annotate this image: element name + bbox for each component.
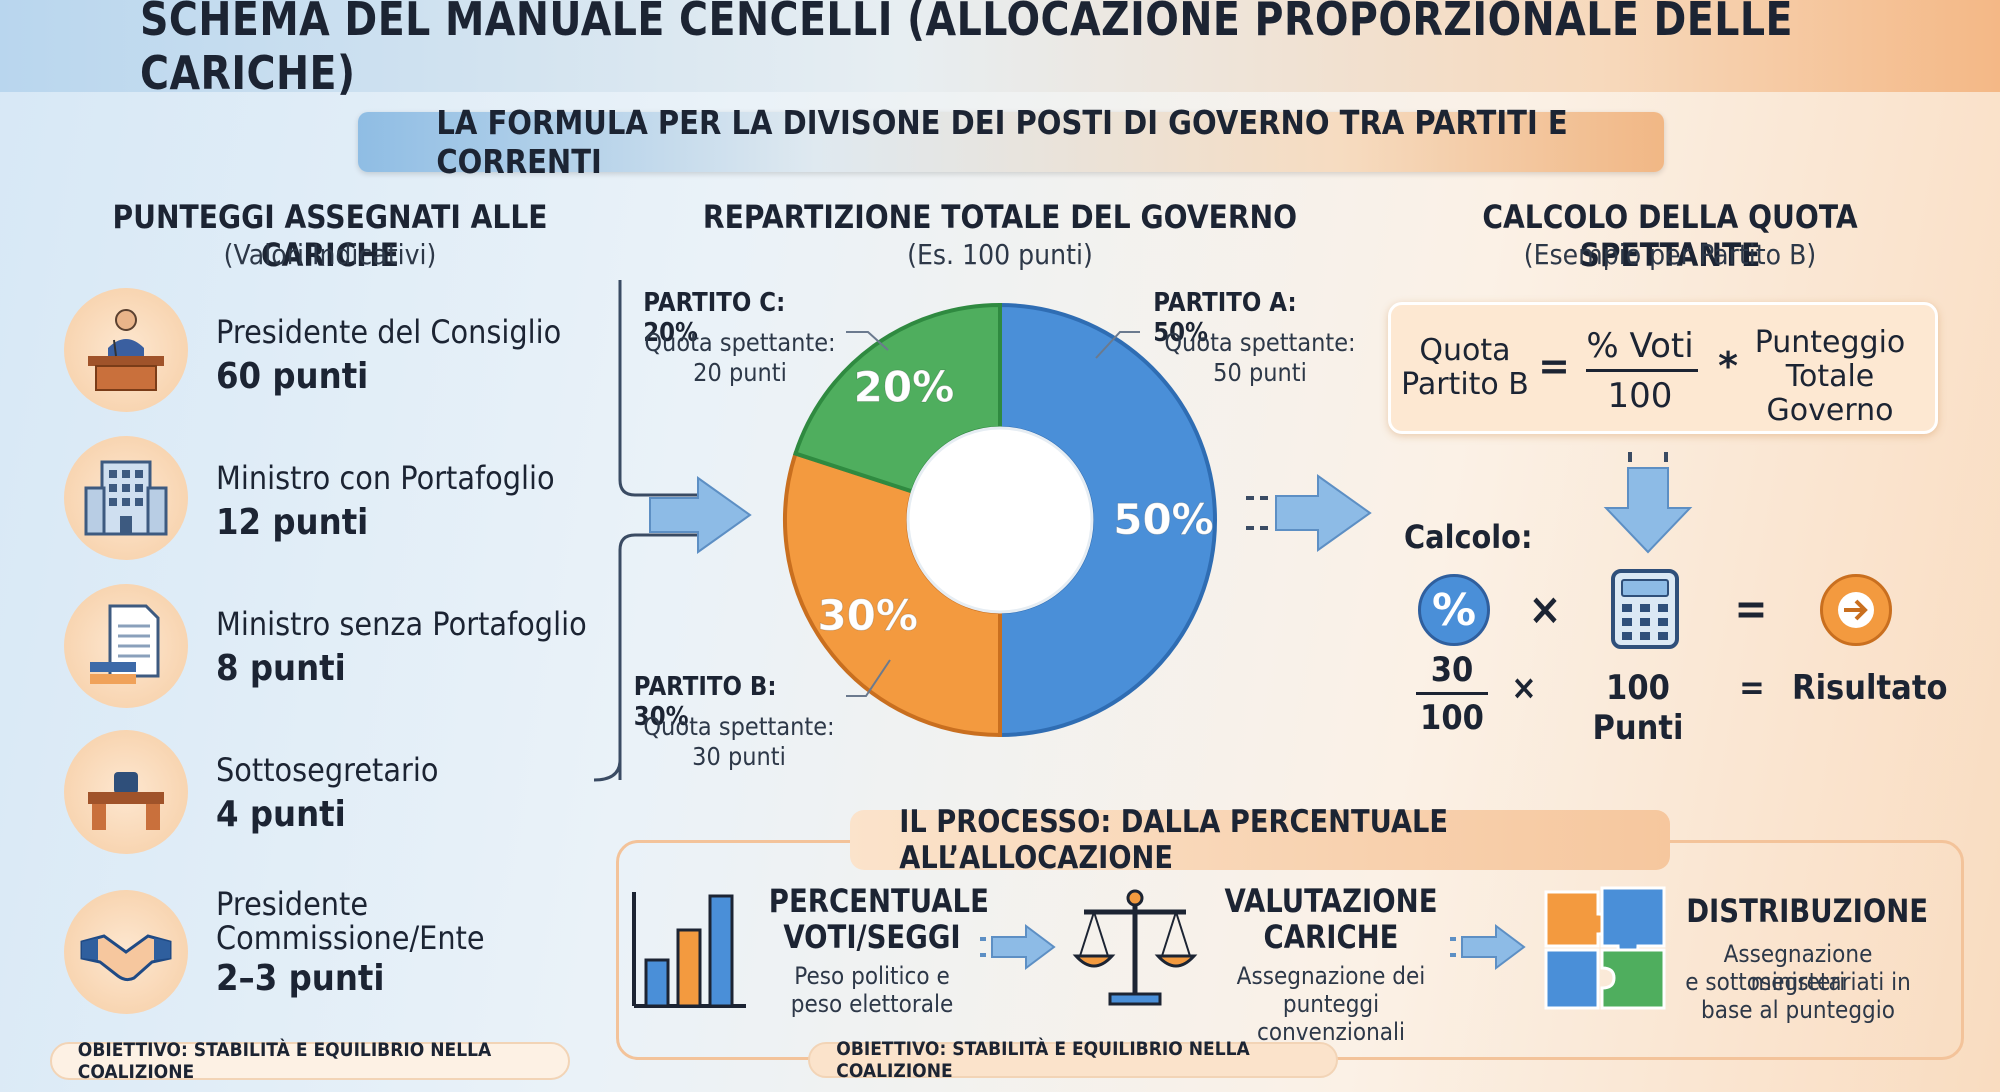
formula-rhs-line1: Punteggio xyxy=(1754,325,1906,360)
scales-icon xyxy=(1070,884,1200,1014)
donut-value-label: 20% xyxy=(854,363,955,412)
step-2-title-line2: CARICHE xyxy=(1263,918,1399,956)
donut-hole xyxy=(906,426,1094,614)
step-3-desc-line1: Assegnazione ministeri xyxy=(1723,940,1873,996)
dashed-arrow xyxy=(1246,474,1372,552)
formula-times: * xyxy=(1718,344,1738,388)
podium-speaker-icon xyxy=(64,288,188,412)
right-column-subtitle: (Esempio per Partito B) xyxy=(1523,238,1817,271)
bar-chart-icon xyxy=(630,884,750,1014)
left-goal-text: OBIETTIVO: STABILITÀ E EQUILIBRIO NELLA … xyxy=(77,1039,492,1083)
left-column-subtitle: (Valori Indicativi) xyxy=(223,238,437,271)
percent-icon: % xyxy=(1418,574,1490,646)
document-icon xyxy=(64,584,188,708)
down-arrow xyxy=(1603,452,1693,554)
formula-fraction-bar xyxy=(1586,369,1698,372)
role-points: 60 punti xyxy=(216,356,369,397)
party-c-quota-label: Quota spettante: xyxy=(644,328,836,357)
handshake-icon xyxy=(64,890,188,1014)
role-points: 2–3 punti xyxy=(216,958,385,999)
page-title: SCHEMA DEL MANUALE CENCELLI (ALLOCAZIONE… xyxy=(140,0,1793,100)
calc-result: Risultato xyxy=(1792,668,1948,708)
step-3-title: DISTRIBUZIONE xyxy=(1686,892,1929,930)
party-a-label: PARTITO A: 50% xyxy=(1153,288,1297,348)
center-column-subtitle: (Es. 100 punti) xyxy=(907,238,1093,271)
party-a-quota-label: Quota spettante: xyxy=(1164,328,1356,357)
party-a-quota-value: 50 punti xyxy=(1213,358,1307,387)
calc-equals-text: = xyxy=(1739,668,1765,708)
calc-equals-symbol: = xyxy=(1734,584,1768,635)
step-3-desc-line2: e sottosegretariati in xyxy=(1685,968,1911,996)
role-points: 4 punti xyxy=(216,794,346,835)
process-goal-pill: OBIETTIVO: STABILITÀ E EQUILIBRIO NELLA … xyxy=(808,1038,1338,1082)
puzzle-icon xyxy=(1540,884,1670,1014)
right-column-title: CALCOLO DELLA QUOTA SPETTANTE xyxy=(1482,198,1858,274)
result-arrow-icon xyxy=(1820,574,1892,646)
party-b-quota-label: Quota spettante: xyxy=(643,712,835,741)
subtitle-banner: LA FORMULA PER LA DIVISONE DEI POSTI DI … xyxy=(358,103,1664,181)
subtitle-text: LA FORMULA PER LA DIVISONE DEI POSTI DI … xyxy=(436,103,1568,181)
role-name: Ministro con Portafoglio xyxy=(216,459,555,497)
formula-rhs-line2: Totale xyxy=(1785,359,1875,394)
calc-times-text: × xyxy=(1511,668,1537,708)
bracket-arrow xyxy=(593,280,752,782)
process-title-pill: IL PROCESSO: DALLA PERCENTUALE ALL’ALLOC… xyxy=(850,804,1670,876)
role-name: Ministro senza Portafoglio xyxy=(216,605,587,643)
party-b-quota-value: 30 punti xyxy=(692,742,786,771)
donut-value-label: 30% xyxy=(817,591,918,640)
party-c-quota-value: 20 punti xyxy=(693,358,787,387)
donut-value-label: 50% xyxy=(1113,495,1214,544)
step-1-desc-line1: Peso politico e xyxy=(794,962,950,990)
header-bar: SCHEMA DEL MANUALE CENCELLI (ALLOCAZIONE… xyxy=(0,0,2000,100)
formula-rhs-line3: Governo xyxy=(1766,393,1894,428)
formula-lhs-line1: Quota xyxy=(1419,333,1511,368)
step-3-desc-line3: base al punteggio xyxy=(1701,996,1895,1024)
donut-chart: 50% 30% 20% xyxy=(783,302,1217,738)
step-1-title-line1: PERCENTUALE xyxy=(768,882,989,920)
calculator-icon xyxy=(1610,568,1680,650)
role-name: Presidente del Consiglio xyxy=(216,313,562,351)
step-2-desc-line1: Assegnazione dei xyxy=(1236,962,1426,990)
formula-denominator: 100 xyxy=(1607,376,1673,416)
step-1-desc-line2: peso elettorale xyxy=(790,990,954,1018)
role-name: Sottosegretario xyxy=(216,751,439,789)
step-1-title-line2: VOTI/SEGGI xyxy=(783,918,961,956)
process-goal-text: OBIETTIVO: STABILITÀ E EQUILIBRIO NELLA … xyxy=(836,1038,1250,1082)
step-2-desc-line2: punteggi convenzionali xyxy=(1256,990,1406,1046)
party-c-label: PARTITO C: 20% xyxy=(643,288,786,348)
role-points: 12 punti xyxy=(216,502,369,543)
office-building-icon xyxy=(64,436,188,560)
calc-numerator: 30 xyxy=(1430,650,1474,690)
role-name-line2: Commissione/Ente xyxy=(216,919,485,957)
calc-label: Calcolo: xyxy=(1404,518,1533,556)
left-goal-pill: OBIETTIVO: STABILITÀ E EQUILIBRIO NELLA … xyxy=(50,1039,570,1083)
process-arrow-1 xyxy=(980,924,1056,970)
center-column-title: REPARTIZIONE TOTALE DEL GOVERNO xyxy=(702,198,1298,236)
formula-box xyxy=(1388,302,1938,434)
desk-icon xyxy=(64,730,188,854)
party-b-label: PARTITO B: 30% xyxy=(633,672,777,732)
role-name-line1: Presidente xyxy=(216,885,369,923)
process-arrow-2 xyxy=(1450,924,1526,970)
role-points: 8 punti xyxy=(216,648,346,689)
left-column-title: PUNTEGGI ASSEGNATI ALLE CARICHE xyxy=(112,198,548,274)
calc-times-symbol: × xyxy=(1528,584,1562,635)
formula-numerator: % Voti xyxy=(1586,326,1694,366)
step-2-title-line1: VALUTAZIONE xyxy=(1224,882,1438,920)
calc-points: 100 Punti xyxy=(1592,668,1684,748)
process-title: IL PROCESSO: DALLA PERCENTUALE ALL’ALLOC… xyxy=(899,804,1449,876)
leader-lines xyxy=(846,331,1140,697)
calc-denominator: 100 xyxy=(1420,698,1484,738)
calc-fraction-bar xyxy=(1416,692,1488,695)
formula-lhs-line2: Partito B xyxy=(1401,367,1529,402)
formula-equals: = xyxy=(1538,344,1570,388)
